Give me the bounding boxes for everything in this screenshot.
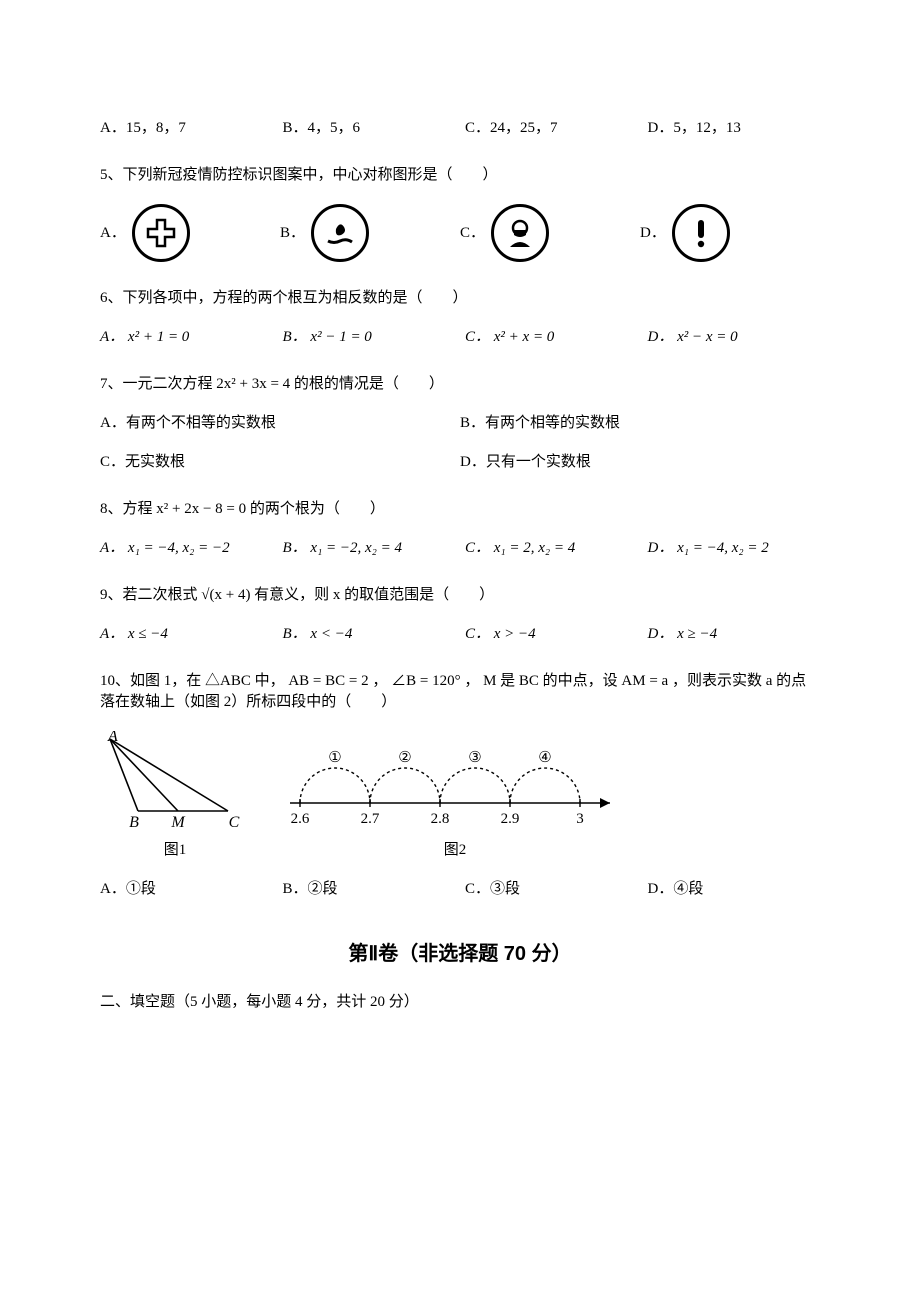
svg-text:①: ① xyxy=(328,750,341,766)
q4-opt-d: D．5，12，13 xyxy=(648,118,821,139)
mask-person-icon xyxy=(491,204,549,262)
q5-label-c: C． xyxy=(460,223,485,244)
q8-stem: 8、方程 x² + 2x − 8 = 0 的两个根为（ ） xyxy=(100,499,820,520)
q10-stem: 10、如图 1，在 △ABC 中， AB = BC = 2 ， ∠B = 120… xyxy=(100,671,820,713)
hand-wash-icon xyxy=(311,204,369,262)
q9-stem: 9、若二次根式 √(x + 4) 有意义，则 x 的取值范围是（ ） xyxy=(100,585,820,606)
section2-subhead: 二、填空题（5 小题，每小题 4 分，共计 20 分） xyxy=(100,992,820,1013)
q5-opt-a: A． xyxy=(100,204,280,262)
q8-opt-b: B． x₁ = −2, x₂ = 4 xyxy=(283,538,456,559)
q5-opt-d: D． xyxy=(640,204,820,262)
q9-opt-a: A． x ≤ −4 xyxy=(100,624,273,645)
q10-opt-d: D．④段 xyxy=(648,879,821,900)
q10-options: A．①段 B．②段 C．③段 D．④段 xyxy=(100,879,820,900)
q6-opt-d: D． x² − x = 0 xyxy=(648,327,821,348)
q10-fig2: 2.6 2.7 2.8 2.9 3 ① ② ③ ④ 图2 xyxy=(280,741,630,861)
svg-text:2.7: 2.7 xyxy=(361,811,380,827)
q9-options: A． x ≤ −4 B． x < −4 C． x > −4 D． x ≥ −4 xyxy=(100,624,820,645)
q7-opt-b: B．有两个相等的实数根 xyxy=(460,413,820,434)
q5-opt-b: B． xyxy=(280,204,460,262)
medical-cross-icon xyxy=(132,204,190,262)
q6-opt-c: C． x² + x = 0 xyxy=(465,327,638,348)
fig2-caption: 图2 xyxy=(280,840,630,861)
q7-opt-a: A．有两个不相等的实数根 xyxy=(100,413,460,434)
svg-text:A: A xyxy=(107,731,118,745)
q7-options-row2: C．无实数根 D．只有一个实数根 xyxy=(100,452,820,473)
svg-text:2.6: 2.6 xyxy=(291,811,310,827)
svg-text:2.9: 2.9 xyxy=(501,811,520,827)
q7-options-row1: A．有两个不相等的实数根 B．有两个相等的实数根 xyxy=(100,413,820,434)
q5-label-b: B． xyxy=(280,223,305,244)
q4-opt-c: C．24，25，7 xyxy=(465,118,638,139)
q4-opt-b: B．4，5，6 xyxy=(283,118,456,139)
svg-text:3: 3 xyxy=(576,811,584,827)
number-line-diagram: 2.6 2.7 2.8 2.9 3 ① ② ③ ④ xyxy=(280,741,630,831)
q7-opt-c: C．无实数根 xyxy=(100,452,460,473)
q10-stem-line1: 10、如图 1，在 △ABC 中， AB = BC = 2 ， ∠B = 120… xyxy=(100,673,806,689)
q6-stem: 6、下列各项中，方程的两个根互为相反数的是（ ） xyxy=(100,288,820,309)
triangle-diagram: A B M C xyxy=(100,731,250,831)
q9-opt-c: C． x > −4 xyxy=(465,624,638,645)
q8-opt-d: D． x₁ = −4, x₂ = 2 xyxy=(648,538,821,559)
q10-stem-line2: 落在数轴上（如图 2）所标四段中的（ ） xyxy=(100,694,396,710)
q8-options: A． x₁ = −4, x₂ = −2 B． x₁ = −2, x₂ = 4 C… xyxy=(100,538,820,559)
svg-text:B: B xyxy=(129,814,139,831)
fig1-caption: 图1 xyxy=(100,840,250,861)
svg-text:C: C xyxy=(229,814,240,831)
q6-opt-b: B． x² − 1 = 0 xyxy=(283,327,456,348)
q6-options: A． x² + 1 = 0 B． x² − 1 = 0 C． x² + x = … xyxy=(100,327,820,348)
q9-opt-b: B． x < −4 xyxy=(283,624,456,645)
svg-text:③: ③ xyxy=(468,750,481,766)
q5-stem: 5、下列新冠疫情防控标识图案中，中心对称图形是（ ） xyxy=(100,165,820,186)
q5-label-a: A． xyxy=(100,223,126,244)
q7-opt-d: D．只有一个实数根 xyxy=(460,452,820,473)
q5-options: A． B． C． D． xyxy=(100,204,820,262)
svg-text:②: ② xyxy=(398,750,411,766)
svg-text:2.8: 2.8 xyxy=(431,811,450,827)
q5-label-d: D． xyxy=(640,223,666,244)
q7-stem: 7、一元二次方程 2x² + 3x = 4 的根的情况是（ ） xyxy=(100,374,820,395)
q5-opt-c: C． xyxy=(460,204,640,262)
svg-text:④: ④ xyxy=(538,750,551,766)
q6-opt-a: A． x² + 1 = 0 xyxy=(100,327,273,348)
q4-opt-a: A．15，8，7 xyxy=(100,118,273,139)
q9-opt-d: D． x ≥ −4 xyxy=(648,624,821,645)
q10-fig1: A B M C 图1 xyxy=(100,731,250,861)
q10-figures: A B M C 图1 2.6 2.7 2.8 2.9 3 ① ② ③ ④ 图2 xyxy=(100,731,820,861)
q8-opt-a: A． x₁ = −4, x₂ = −2 xyxy=(100,538,273,559)
exclamation-icon xyxy=(672,204,730,262)
q10-opt-a: A．①段 xyxy=(100,879,273,900)
q4-options: A．15，8，7 B．4，5，6 C．24，25，7 D．5，12，13 xyxy=(100,118,820,139)
q10-opt-b: B．②段 xyxy=(283,879,456,900)
section2-title: 第Ⅱ卷（非选择题 70 分） xyxy=(100,940,820,968)
svg-text:M: M xyxy=(170,814,186,831)
q10-opt-c: C．③段 xyxy=(465,879,638,900)
q8-opt-c: C． x₁ = 2, x₂ = 4 xyxy=(465,538,638,559)
